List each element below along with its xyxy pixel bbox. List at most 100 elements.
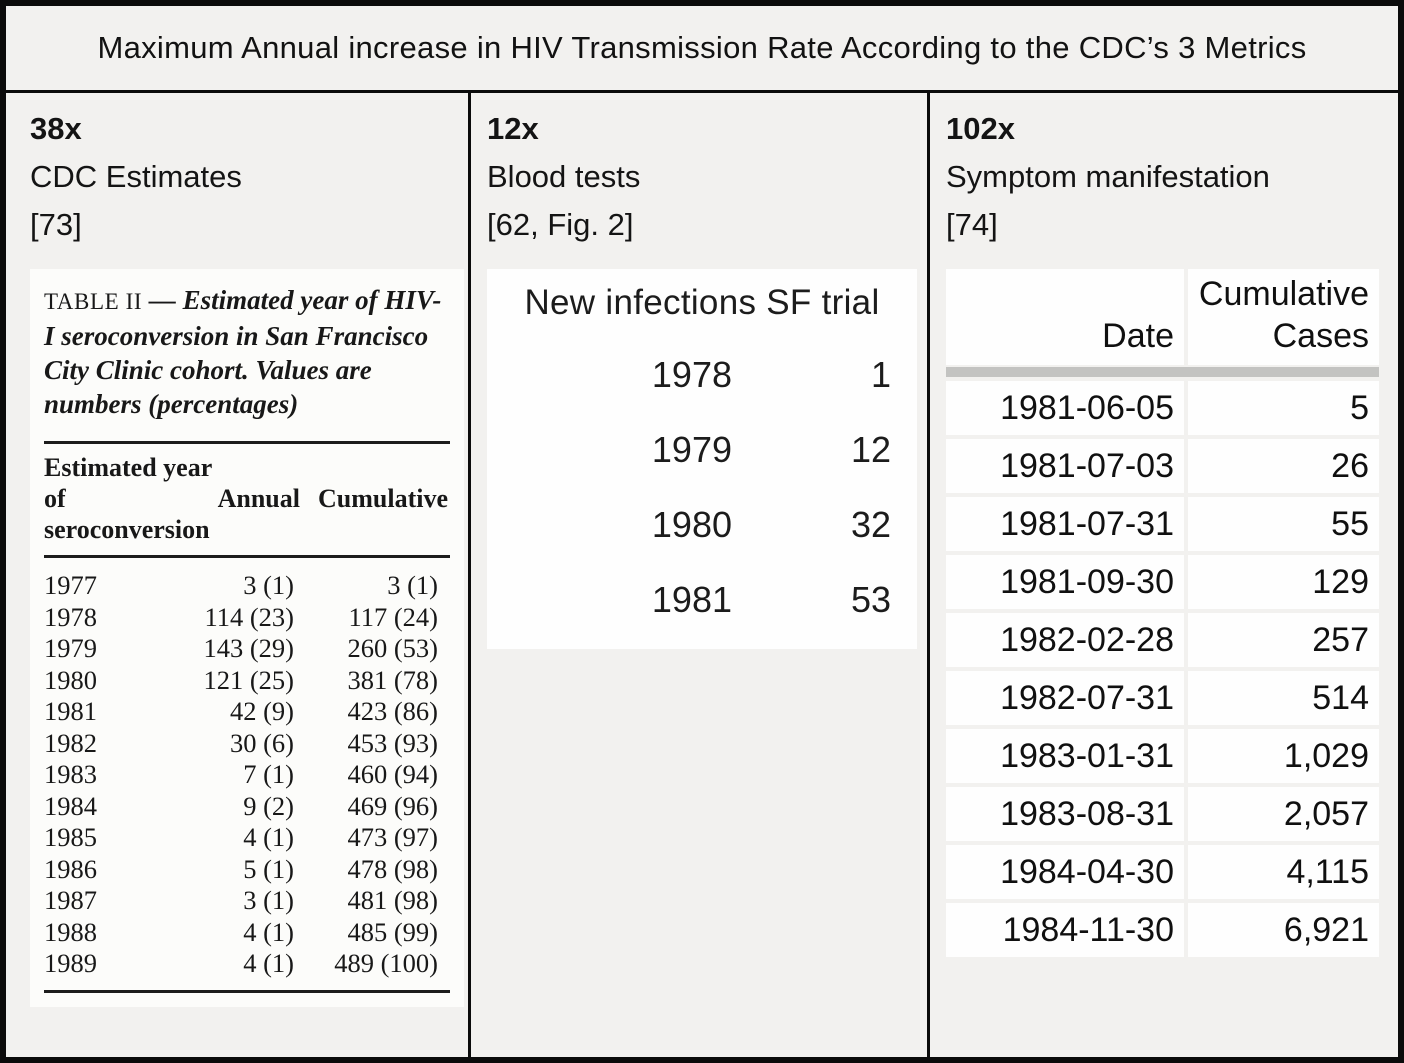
panel-header: 38x CDC Estimates [73] xyxy=(30,105,468,249)
year-cell: 1988 xyxy=(44,916,97,947)
new-infections-cell: 1 xyxy=(870,353,891,395)
table-row: 1983 7 (1) 460 (94) xyxy=(44,759,450,791)
panel-header: 12x Blood tests [62, Fig. 2] xyxy=(487,105,927,249)
table-row: 1978 1 xyxy=(487,337,917,412)
metric-label: Blood tests xyxy=(487,159,641,194)
year-cell: 1979 xyxy=(44,633,97,663)
cumulative-cell: 423 (86) xyxy=(347,696,438,726)
column-header-annual: Annual xyxy=(217,483,300,513)
annual-cell: 30 (6) xyxy=(229,727,294,758)
annual-cell: 7 (1) xyxy=(243,759,294,789)
table-row: 1983-01-31 1,029 xyxy=(946,729,1379,783)
cases-cell: 2,057 xyxy=(1188,787,1379,841)
cases-cell: 1,029 xyxy=(1188,729,1379,783)
cumulative-cell: 381 (78) xyxy=(347,664,438,695)
metric-label: CDC Estimates xyxy=(30,159,242,194)
year-cell: 1986 xyxy=(44,853,97,884)
year-cell: 1987 xyxy=(44,885,97,915)
scanned-table-blood: New infections SF trial 1978 1 1979 12 xyxy=(487,269,917,649)
symptom-table-header: Date Cumulative Cases xyxy=(946,269,1379,365)
year-cell: 1977 xyxy=(44,570,97,600)
table-row: 1980 121 (25) 381 (78) xyxy=(44,665,450,697)
year-cell: 1982 xyxy=(44,727,97,758)
scanned-table-cdc: TABLE II — Estimated year of HIV-I seroc… xyxy=(30,269,464,1007)
cases-cell: 129 xyxy=(1188,555,1379,609)
caption-label: TABLE II xyxy=(44,289,143,314)
year-cell: 1980 xyxy=(651,503,732,545)
new-infections-cell: 53 xyxy=(850,578,891,620)
table-row: 1987 3 (1) 481 (98) xyxy=(44,885,450,917)
column-header-cumulative: Cumulative xyxy=(318,483,448,513)
figure-title: Maximum Annual increase in HIV Transmiss… xyxy=(97,30,1307,65)
date-cell: 1981-07-31 xyxy=(946,497,1184,551)
date-cell: 1983-08-31 xyxy=(946,787,1184,841)
cumulative-cell: 478 (98) xyxy=(347,853,438,884)
symptom-table: Date Cumulative Cases 1981-06-05 5 1981-… xyxy=(946,269,1379,957)
table-row: 1977 3 (1) 3 (1) xyxy=(44,570,450,602)
header-separator-bar xyxy=(946,367,1379,377)
cumulative-cell: 485 (99) xyxy=(347,916,438,947)
annual-cell: 143 (29) xyxy=(203,633,294,663)
cumulative-cell: 489 (100) xyxy=(334,948,438,978)
column-headers-values: Annual Cumulative xyxy=(218,452,450,545)
annual-cell: 3 (1) xyxy=(243,885,294,915)
annual-cell: 42 (9) xyxy=(229,696,294,726)
table-row: 1982-07-31 514 xyxy=(946,671,1379,725)
date-header-cell: Date xyxy=(946,269,1184,365)
multiplier-value: 12x xyxy=(487,111,539,146)
cases-cell: 4,115 xyxy=(1188,845,1379,899)
cumulative-cell: 469 (96) xyxy=(347,790,438,821)
table-caption: TABLE II — Estimated year of HIV-I seroc… xyxy=(44,283,450,421)
new-infections-cell: 12 xyxy=(850,428,891,470)
panel-blood-tests: 12x Blood tests [62, Fig. 2] New infecti… xyxy=(471,93,930,1057)
panel-symptom-manifestation: 102x Symptom manifestation [74] Date Cum… xyxy=(930,93,1398,1057)
multiplier-value: 102x xyxy=(946,111,1015,146)
annual-cell: 3 (1) xyxy=(243,570,294,600)
year-cell: 1979 xyxy=(651,428,732,470)
table-rule-top xyxy=(44,441,450,444)
year-cell: 1978 xyxy=(651,353,732,395)
cdc-table-rows: 1977 3 (1) 3 (1) 1978 114 (23) 117 (24) … xyxy=(44,558,450,990)
date-cell: 1981-07-03 xyxy=(946,439,1184,493)
cumulative-cell: 260 (53) xyxy=(347,633,438,663)
cases-cell: 55 xyxy=(1188,497,1379,551)
new-infections-cell: 32 xyxy=(850,503,891,545)
title-bar: Maximum Annual increase in HIV Transmiss… xyxy=(6,6,1398,93)
table-row: 1985 4 (1) 473 (97) xyxy=(44,822,450,854)
table-row: 1984-11-30 6,921 xyxy=(946,903,1379,957)
year-cell: 1985 xyxy=(44,822,97,852)
multiplier-value: 38x xyxy=(30,111,82,146)
cumulative-cell: 473 (97) xyxy=(347,822,438,852)
panel-cdc-estimates: 38x CDC Estimates [73] TABLE II — Estima… xyxy=(6,93,471,1057)
date-cell: 1984-04-30 xyxy=(946,845,1184,899)
cases-header-cell: Cumulative Cases xyxy=(1188,269,1379,365)
annual-cell: 114 (23) xyxy=(204,601,294,632)
cumulative-cell: 481 (98) xyxy=(347,885,438,915)
table-row: 1981 53 xyxy=(487,562,917,637)
blood-table-rows: 1978 1 1979 12 1980 32 xyxy=(487,337,917,637)
year-cell: 1980 xyxy=(44,664,97,695)
table-row: 1981-09-30 129 xyxy=(946,555,1379,609)
caption-dash: — xyxy=(148,285,176,315)
date-cell: 1981-06-05 xyxy=(946,381,1184,435)
cumulative-cell: 460 (94) xyxy=(347,759,438,789)
year-cell: 1978 xyxy=(44,601,97,632)
cumulative-cell: 453 (93) xyxy=(347,727,438,758)
cases-cell: 514 xyxy=(1188,671,1379,725)
year-cell: 1981 xyxy=(44,696,97,726)
table-row: 1989 4 (1) 489 (100) xyxy=(44,948,450,980)
table-rule-mid xyxy=(44,555,450,558)
year-cell: 1984 xyxy=(44,790,97,821)
cdc-table-header: Estimated year of seroconversion Annual … xyxy=(44,444,450,555)
panel-header: 102x Symptom manifestation [74] xyxy=(946,105,1398,249)
table-row: 1981-07-31 55 xyxy=(946,497,1379,551)
cumulative-cell: 3 (1) xyxy=(387,570,438,600)
table-row: 1978 114 (23) 117 (24) xyxy=(44,602,450,634)
table-row: 1979 143 (29) 260 (53) xyxy=(44,633,450,665)
citation-ref: [74] xyxy=(946,207,998,242)
table-row: 1980 32 xyxy=(487,487,917,562)
date-cell: 1982-07-31 xyxy=(946,671,1184,725)
date-cell: 1984-11-30 xyxy=(946,903,1184,957)
year-cell: 1981 xyxy=(651,578,732,620)
